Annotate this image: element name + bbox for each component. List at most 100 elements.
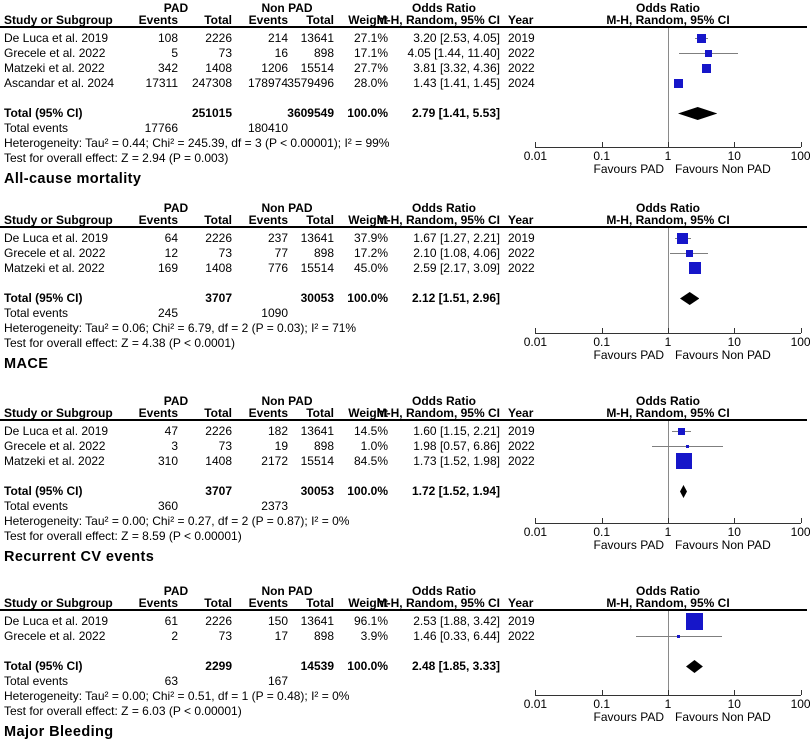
pad-total-value: 1408 [205,61,232,75]
col-header-nonpad-total: Total [306,213,334,227]
nonpad-events-value: 19 [274,439,288,453]
total-events-label: Total events [4,674,69,688]
col-header-pad-total: Total [204,596,232,610]
col-header-nonpad-events: Events [248,13,288,27]
total-events-pad: 360 [157,499,178,513]
favours-pad-label: Favours PAD [593,710,664,724]
pad-total-value: 1408 [205,454,232,468]
or-square-marker [704,49,712,57]
or-ci-text: 1.73 [1.52, 1.98] [413,454,500,468]
overall-effect-text: Test for overall effect: Z = 6.03 (P < 0… [4,704,242,718]
axis-tick-label: 100 [790,697,810,711]
pad-events-value: 47 [164,424,178,438]
axis-tick [800,518,802,523]
axis-tick-label: 0.01 [523,149,548,163]
group-header-pad: PAD [163,1,189,15]
weight-value: 17.2% [353,246,388,260]
nonpad-events-value: 182 [267,424,288,438]
group-header-nonpad: Non PAD [261,394,313,408]
nonpad-total-value: 13641 [300,231,334,245]
group-header-or-plot: Odds Ratio [635,1,700,15]
or-square-marker [673,78,683,88]
axis-tick [734,690,736,695]
total-or-ci-text: 2.79 [1.41, 5.53] [411,106,500,120]
total-nonpad-total: 30053 [300,484,334,498]
col-header-year: Year [508,596,534,610]
axis-tick-label: 0.1 [593,697,611,711]
col-header-study: Study or Subgroup [4,406,113,420]
pad-total-value: 2226 [205,424,232,438]
col-header-or-ci-plot: M-H, Random, 95% CI [606,213,730,227]
total-events-label: Total events [4,306,69,320]
axis-tick-label: 0.01 [523,525,548,539]
group-header-or-plot: Odds Ratio [635,201,700,215]
total-events-nonpad: 1090 [261,306,288,320]
or-square-marker [686,444,690,448]
axis-tick-label: 1 [664,525,672,539]
total-events-pad: 63 [164,674,178,688]
study-name: Grecele et al. 2022 [4,439,106,453]
col-header-weight: Weight [348,13,388,27]
nonpad-events-value: 214 [267,31,288,45]
nonpad-events-value: 1206 [261,61,288,75]
nonpad-total-value: 15514 [300,61,334,75]
pad-events-value: 64 [164,231,178,245]
col-header-nonpad-total: Total [306,406,334,420]
col-header-pad-events: Events [138,596,178,610]
nonpad-events-value: 150 [267,614,288,628]
nonpad-total-value: 13641 [300,424,334,438]
pooled-diamond [680,484,688,498]
pad-events-value: 12 [164,246,178,260]
total-weight: 100.0% [347,106,388,120]
favours-pad-label: Favours PAD [593,348,664,362]
or-square-marker [702,63,711,73]
total-events-label: Total events [4,121,69,135]
total-or-ci-text: 1.72 [1.52, 1.94] [411,484,500,498]
study-name: Ascandar et al. 2024 [4,76,115,90]
col-header-or-ci: M-H, Random, 95% CI [376,213,500,227]
total-pad-total: 3707 [205,484,232,498]
col-header-pad-events: Events [138,213,178,227]
axis-tick [668,690,669,695]
or-ci-text: 2.10 [1.08, 4.06] [413,246,500,260]
or-ci-text: 1.43 [1.41, 1.45] [413,76,500,90]
weight-value: 3.9% [360,629,388,643]
col-header-nonpad-events: Events [248,213,288,227]
total-nonpad-total: 3609549 [287,106,334,120]
x-axis-line [535,147,801,148]
header-rule [0,26,807,28]
section-label-all-cause-mortality: All-cause mortality [4,171,142,187]
total-or-ci-text: 2.12 [1.51, 2.96] [411,291,500,305]
year-value: 2022 [508,61,535,75]
group-header-nonpad: Non PAD [261,584,313,598]
group-header-or: Odds Ratio [411,394,476,408]
weight-value: 27.7% [353,61,388,75]
nonpad-total-value: 15514 [300,261,334,275]
heterogeneity-text: Heterogeneity: Tau² = 0.00; Chi² = 0.27,… [4,514,350,528]
study-name: De Luca et al. 2019 [4,31,109,45]
pad-total-value: 73 [218,46,232,60]
nonpad-total-value: 898 [313,46,334,60]
col-header-nonpad-total: Total [306,13,334,27]
group-header-or-plot: Odds Ratio [635,394,700,408]
pad-events-value: 342 [157,61,178,75]
total-row-label: Total (95% CI) [4,484,83,498]
or-square-marker [675,453,692,469]
axis-tick [601,328,603,333]
year-value: 2019 [508,231,535,245]
col-header-pad-total: Total [204,406,232,420]
pad-events-value: 169 [157,261,178,275]
total-events-nonpad: 2373 [261,499,288,513]
axis-tick [668,142,669,147]
col-header-study: Study or Subgroup [4,213,113,227]
study-name: Matzeki et al. 2022 [4,261,105,275]
year-value: 2022 [508,246,535,260]
or-square-marker [685,249,693,257]
nonpad-events-value: 2172 [261,454,288,468]
null-effect-line [668,421,669,523]
col-header-pad-total: Total [204,13,232,27]
axis-tick-label: 0.1 [593,149,611,163]
axis-tick-label: 0.1 [593,335,611,349]
axis-tick [734,518,736,523]
axis-tick [800,142,802,147]
